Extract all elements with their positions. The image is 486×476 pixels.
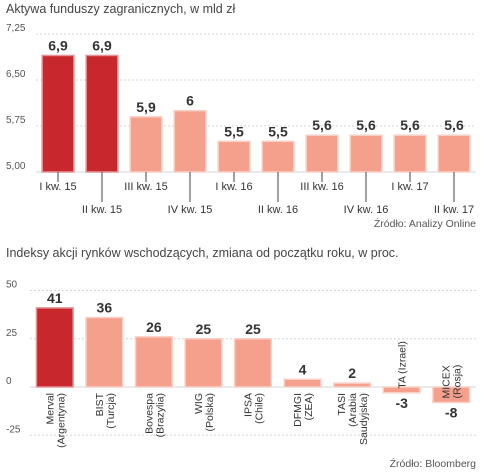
x-tick-label: III kw. 15 <box>124 181 167 193</box>
data-label: 2 <box>348 365 356 381</box>
data-label: 25 <box>245 321 261 337</box>
chart1-source: Źródło: Analizy Online <box>373 218 476 230</box>
bar <box>173 109 207 173</box>
x-tick-label: DFMGI(ZEA) <box>292 393 315 427</box>
x-tick-label-line: (Rosja) <box>452 365 464 399</box>
bar <box>393 134 427 173</box>
x-tick-label: II kw. 15 <box>82 204 122 216</box>
bar <box>35 307 74 388</box>
data-label: 5,5 <box>268 123 288 139</box>
x-tick-label-line: Saudyjska) <box>358 393 370 445</box>
bar <box>349 134 383 173</box>
bar <box>85 316 124 388</box>
x-tick-label: I kw. 15 <box>39 181 76 193</box>
bar <box>85 54 119 173</box>
y-tick-label: 6,50 <box>6 69 26 80</box>
data-label: 4 <box>299 361 307 377</box>
y-tick-label: 50 <box>6 280 18 291</box>
bar <box>382 386 421 394</box>
data-label: 26 <box>146 319 162 335</box>
x-tick-label-line: MICEX <box>441 365 453 398</box>
chart2-source: Źródło: Bloomberg <box>389 458 476 470</box>
x-tick-label-line: (Arabia <box>347 393 359 427</box>
x-tick-label: TASI(ArabiaSaudyjska) <box>336 393 370 445</box>
x-tick-label: Merval(Argentyna) <box>44 393 67 448</box>
data-label: 41 <box>47 290 63 306</box>
chart1-title: Aktywa funduszy zagranicznych, w mld zł <box>6 2 236 16</box>
x-tick-label: IPSA(Chile) <box>243 393 266 424</box>
y-tick-label: 0 <box>6 376 12 387</box>
data-label: 5,6 <box>356 117 376 133</box>
data-label: 5,9 <box>136 99 156 115</box>
x-tick-label-line: (ZEA) <box>303 393 315 420</box>
bar <box>432 386 471 404</box>
x-tick-label: IV kw. 15 <box>168 204 213 216</box>
data-label: -3 <box>395 395 408 411</box>
y-tick-label: 5,00 <box>6 161 26 172</box>
data-label: 6 <box>186 93 194 109</box>
bar <box>437 134 471 173</box>
bar <box>134 336 173 388</box>
x-tick-label-line: TA (Izrael) <box>397 341 409 389</box>
data-label: 36 <box>97 300 113 316</box>
bar <box>129 116 163 173</box>
y-tick-label: 25 <box>6 328 18 339</box>
data-label: 5,6 <box>312 117 332 133</box>
bar <box>41 54 75 173</box>
chart2-title: Indeksy akcji rynków wschodzących, zmian… <box>6 246 399 260</box>
data-label: 25 <box>196 321 212 337</box>
bar <box>305 134 339 173</box>
x-tick-label-line: (Argentyna) <box>55 393 67 448</box>
x-tick-label: I kw. 17 <box>391 181 428 193</box>
bar <box>217 140 251 173</box>
x-tick-label-line: (Chile) <box>254 393 266 424</box>
x-tick-label-line: Bovespa <box>143 393 155 434</box>
x-tick-label: III kw. 16 <box>300 181 343 193</box>
data-label: 6,9 <box>48 37 68 53</box>
data-label: -8 <box>445 404 458 420</box>
x-tick-label: I kw. 16 <box>215 181 252 193</box>
x-tick-label-line: WIG <box>193 393 205 414</box>
x-tick-label-line: IPSA <box>243 393 255 417</box>
x-tick-label-line: (Polska) <box>204 393 216 432</box>
data-label: 6,9 <box>92 37 112 53</box>
x-tick-label: Bovespa(Brazylia) <box>143 393 166 437</box>
x-tick-label-line: Merval <box>44 393 56 425</box>
x-tick-label: MICEX(Rosja) <box>441 365 464 399</box>
x-tick-label: BIST(Turcja) <box>94 392 117 428</box>
x-tick-label: WIG(Polska) <box>193 393 216 432</box>
bar <box>184 338 223 388</box>
bar <box>283 378 322 388</box>
x-tick-label-line: DFMGI <box>292 393 304 427</box>
y-tick-label: 7,25 <box>6 23 26 34</box>
x-tick-label: TA (Izrael) <box>397 341 409 389</box>
x-tick-label: II kw. 16 <box>258 204 298 216</box>
bar <box>233 338 273 388</box>
y-tick-label: 5,75 <box>6 115 26 126</box>
data-label: 5,6 <box>444 117 464 133</box>
x-tick-label-line: BIST <box>94 392 106 416</box>
bar <box>333 382 372 388</box>
data-label: 5,6 <box>400 117 420 133</box>
y-tick-label: -25 <box>6 424 21 435</box>
x-tick-label-line: TASI <box>336 393 348 416</box>
x-tick-label-line: (Brazylia) <box>154 393 166 437</box>
x-tick-label: IV kw. 16 <box>344 204 389 216</box>
data-label: 5,5 <box>224 123 244 139</box>
bar <box>261 140 295 173</box>
x-tick-label: II kw. 17 <box>434 204 474 216</box>
x-tick-label-line: (Turcja) <box>105 393 117 429</box>
